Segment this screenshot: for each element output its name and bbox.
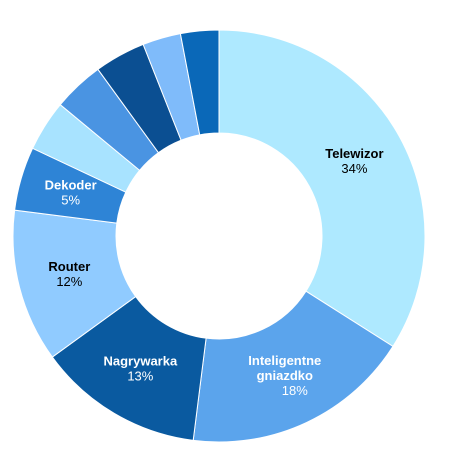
slice-name-label: gniazdko — [257, 368, 313, 383]
slice-percent-label: 5% — [61, 192, 80, 207]
donut-slice-nagrywarka — [51, 295, 207, 441]
donut-slice-unlabeled-9 — [179, 29, 220, 136]
slice-percent-label: 12% — [56, 274, 82, 289]
slice-name-label: Dekoder — [45, 177, 97, 192]
slice-percent-label: 34% — [341, 161, 367, 176]
slice-percent-label: 18% — [282, 383, 308, 398]
donut-slice-telewizor — [218, 29, 426, 348]
slice-name-label: Router — [48, 259, 90, 274]
slice-name-label: Nagrywarka — [103, 353, 177, 368]
donut-slices — [12, 29, 426, 443]
slice-percent-label: 13% — [127, 368, 153, 383]
slice-name-label: Telewizor — [325, 146, 383, 161]
donut-slice-inteligentne-gniazdko — [192, 290, 394, 443]
slice-name-label: Inteligentne — [248, 353, 321, 368]
